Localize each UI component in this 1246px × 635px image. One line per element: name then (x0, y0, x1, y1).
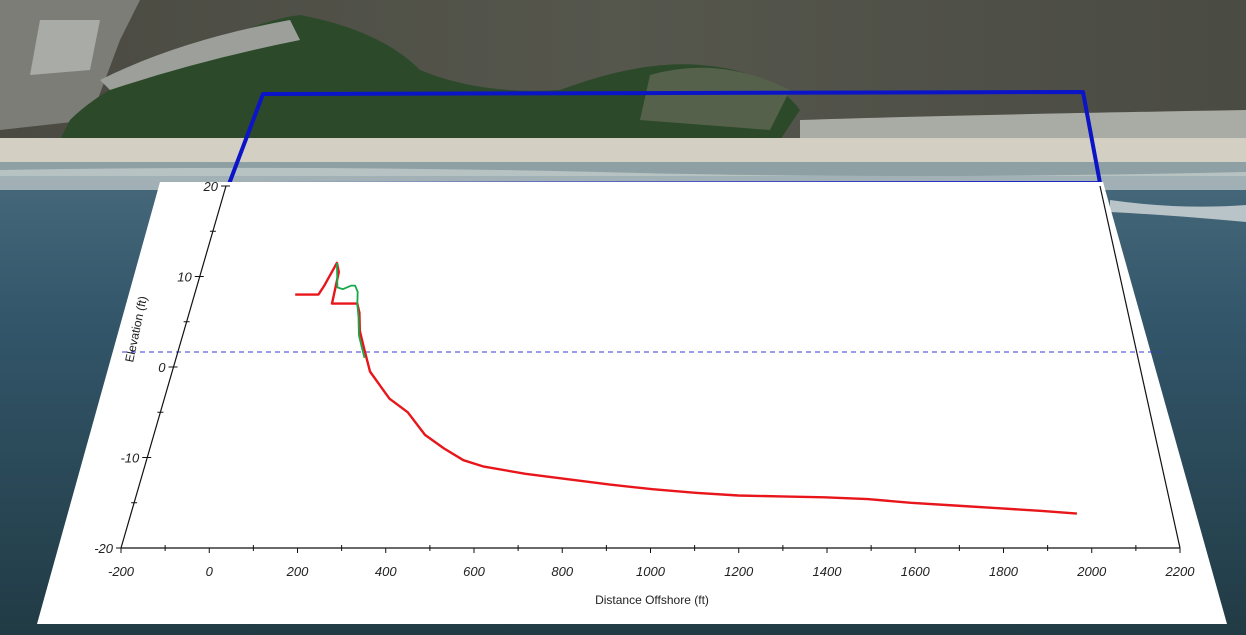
y-tick-label: -20 (94, 541, 114, 556)
x-tick-label: 200 (286, 564, 309, 579)
y-tick-label: -10 (120, 451, 140, 466)
y-tick-label: 0 (158, 360, 166, 375)
series-line-1 (295, 261, 1077, 515)
x-tick-label: 1200 (724, 564, 754, 579)
x-tick-label: 400 (375, 564, 397, 579)
x-tick-label: 0 (206, 564, 214, 579)
x-tick-label: 1000 (636, 564, 666, 579)
data-series-layer (295, 261, 1077, 515)
right-axis-line (1099, 185, 1181, 549)
y-tick-label: 20 (203, 179, 219, 194)
x-tick-label: 600 (463, 564, 485, 579)
x-axis-title: Distance Offshore (ft) (595, 593, 709, 607)
x-axis-ticks: -200 0 200 400 600 800 1000 1200 1400 1600 1800 200… (108, 545, 1195, 579)
x-tick-label: 1600 (901, 564, 931, 579)
chart-panel (37, 182, 1227, 624)
x-tick-label: -200 (108, 564, 135, 579)
x-tick-label: 2000 (1076, 564, 1107, 579)
x-tick-label: 2200 (1165, 564, 1196, 579)
y-tick-label: 10 (177, 270, 192, 285)
x-tick-label: 1400 (813, 564, 843, 579)
series-line-2 (336, 262, 366, 359)
x-tick-label: 1800 (989, 564, 1019, 579)
y-axis-ticks: 20 10 0 -10 -20 (94, 179, 230, 556)
x-tick-label: 800 (551, 564, 573, 579)
